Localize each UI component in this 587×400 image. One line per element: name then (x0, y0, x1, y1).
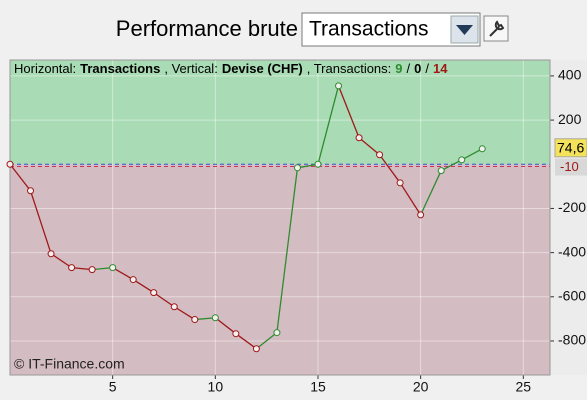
y-tick-label: -800 (558, 332, 586, 348)
info-part: / (425, 61, 429, 76)
point (109, 264, 117, 272)
threshold-box (555, 158, 587, 176)
last-value-box (554, 138, 587, 158)
point (355, 134, 363, 142)
point (273, 329, 281, 337)
point (314, 160, 322, 168)
segment (132, 279, 155, 294)
right-axis-bg (550, 60, 587, 375)
point (6, 160, 14, 168)
segment (399, 182, 422, 216)
point (129, 276, 137, 284)
loss-zone (10, 164, 550, 375)
segment (317, 85, 340, 165)
wrench-button[interactable] (483, 15, 509, 42)
x-tick-label: 5 (109, 379, 117, 395)
info-part: / (407, 61, 411, 76)
segment (173, 306, 196, 321)
segment (50, 253, 72, 269)
info-part: 0 (414, 61, 421, 76)
info-part: , Transactions: (307, 61, 392, 76)
dropdown[interactable]: Transactions (301, 12, 481, 47)
settings-button[interactable] (483, 15, 509, 42)
segment (235, 333, 257, 350)
point (335, 82, 343, 90)
wrench-icon (489, 20, 505, 37)
point (150, 289, 158, 297)
point (437, 167, 445, 175)
segment (112, 267, 134, 281)
point (293, 164, 301, 172)
point (27, 187, 35, 195)
info-part: , Vertical: (164, 61, 217, 76)
plot-border (9, 59, 551, 376)
info-line: Horizontal: Transactions , Vertical: Devise… (14, 61, 448, 76)
point (417, 211, 425, 219)
point (47, 250, 55, 258)
x-tick-label: 20 (413, 379, 429, 395)
point (191, 316, 199, 324)
info-part: Devise (CHF) (222, 61, 303, 76)
dropdown-text[interactable]: Transactions (309, 18, 428, 41)
point (396, 179, 404, 187)
point (252, 345, 260, 353)
segment (214, 317, 237, 335)
segment (153, 292, 175, 308)
point (376, 151, 384, 159)
x-tick-label: 25 (516, 379, 532, 395)
y-tick-label: -200 (558, 199, 586, 215)
segment (337, 85, 360, 138)
x-tick-label: 15 (310, 379, 326, 395)
point (170, 303, 178, 311)
segment (276, 167, 299, 333)
y-tick-label: -600 (558, 288, 586, 304)
segment (29, 190, 52, 254)
segment (255, 332, 278, 350)
segment (420, 170, 442, 216)
point (478, 145, 486, 153)
y-tick-label: -400 (558, 243, 586, 259)
info-part: Horizontal: (14, 61, 76, 76)
info-part: Transactions (80, 61, 160, 76)
last-value-label: 74,6 (557, 139, 584, 155)
y-tick-label: 400 (558, 67, 582, 83)
threshold-label: -10 (560, 159, 579, 174)
dropdown-box[interactable] (301, 12, 481, 47)
point (458, 156, 466, 164)
dropdown-arrow (456, 25, 473, 35)
y-tick-label: 200 (558, 111, 582, 127)
x-tick-label: 10 (208, 379, 224, 395)
segment (440, 159, 463, 172)
header-title: Performance brute (116, 16, 298, 41)
point (88, 266, 96, 274)
segment (461, 148, 483, 161)
segment (358, 137, 380, 156)
segment (379, 154, 401, 184)
point (232, 330, 240, 338)
segment (9, 163, 32, 192)
point (211, 314, 219, 322)
info-part: 14 (433, 61, 448, 76)
profit-zone (10, 60, 550, 165)
info-part: 9 (395, 61, 402, 76)
watermark: © IT-Finance.com (14, 356, 125, 372)
point (68, 264, 76, 272)
